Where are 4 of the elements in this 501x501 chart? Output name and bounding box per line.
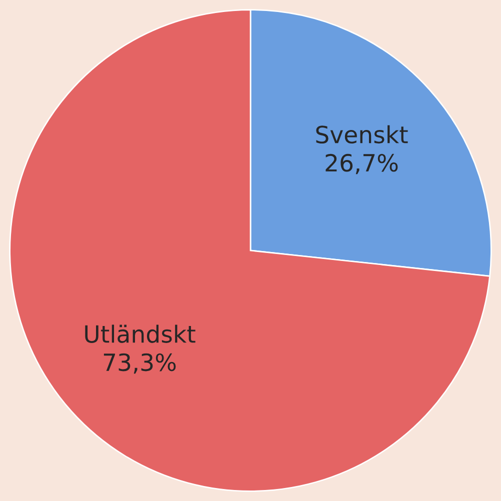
data-label: 73,3% (104, 353, 176, 374)
data-label: 26,7% (326, 154, 398, 174)
slice-label: Svenskt (316, 125, 408, 144)
slice-label: Utländskt (85, 324, 196, 343)
